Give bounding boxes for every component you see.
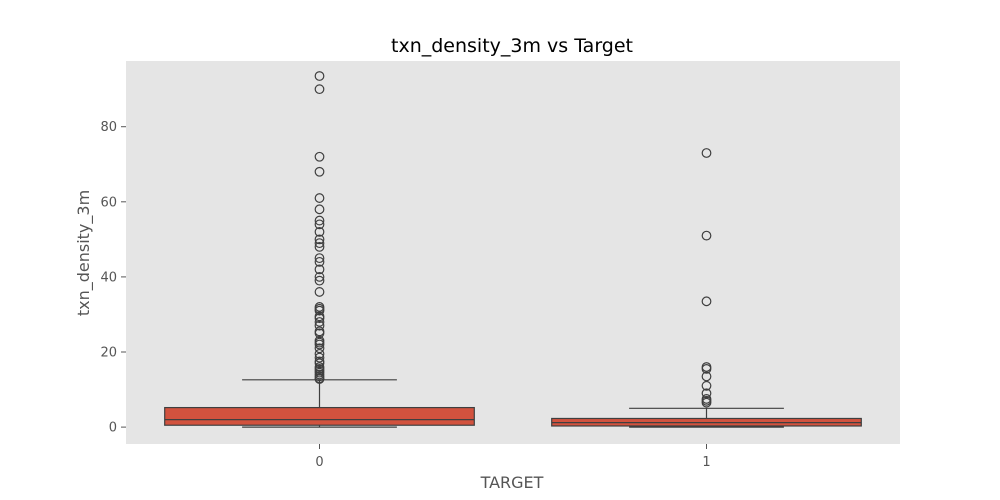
outlier-point	[314, 317, 325, 327]
outlier-point	[701, 380, 712, 391]
outlier-point	[314, 226, 325, 237]
outlier-point	[314, 204, 325, 215]
outlier-point	[701, 364, 712, 374]
outlier-point	[314, 328, 325, 339]
box-series	[164, 71, 862, 428]
y-tick-label: 80	[100, 120, 117, 135]
outlier-point	[314, 313, 325, 324]
outlier-point	[314, 256, 325, 267]
outlier-point	[314, 234, 325, 245]
outlier-point	[314, 358, 325, 369]
outlier-point	[701, 296, 712, 307]
outlier-point	[314, 253, 325, 264]
y-tick-label: 40	[100, 270, 117, 285]
outlier-point	[314, 264, 325, 275]
outlier-point	[701, 230, 712, 241]
x-tick-label: 0	[315, 455, 323, 470]
y-axis-label: txn_density_3m	[74, 190, 94, 316]
y-tick-label: 60	[100, 195, 117, 210]
outlier-point	[314, 272, 325, 282]
chart-title: txn_density_3m vs Target	[391, 35, 633, 57]
outlier-point	[314, 84, 325, 95]
box-group-0	[164, 71, 475, 428]
outlier-point	[701, 397, 712, 408]
outlier-point	[314, 241, 325, 252]
outlier-point	[314, 71, 325, 81]
outlier-point	[314, 348, 325, 359]
outlier-point	[314, 238, 325, 249]
outlier-point	[314, 275, 325, 286]
outlier-point	[701, 388, 712, 399]
y-tick-label: 0	[109, 421, 117, 436]
outlier-point	[314, 151, 325, 162]
outlier-point	[314, 305, 325, 316]
outlier-point	[314, 219, 325, 230]
x-axis-label: TARGET	[480, 473, 544, 492]
outlier-point	[701, 371, 712, 382]
outlier-point	[314, 193, 325, 203]
iqr-box	[164, 406, 475, 426]
outlier-point	[314, 215, 325, 226]
outlier-point	[314, 352, 325, 363]
outlier-point	[314, 166, 325, 177]
outlier-point	[314, 287, 325, 297]
x-tick-label: 1	[702, 455, 710, 470]
outlier-point	[314, 339, 325, 350]
outlier-point	[701, 148, 712, 158]
outlier-point	[314, 320, 325, 331]
plot-area	[126, 61, 900, 444]
y-tick-label: 20	[100, 346, 117, 361]
outlier-point	[314, 374, 325, 384]
y-axis-ticks: 0 20 40 60 80	[100, 120, 126, 436]
box-group-1	[551, 148, 862, 428]
outlier-point	[314, 343, 325, 354]
